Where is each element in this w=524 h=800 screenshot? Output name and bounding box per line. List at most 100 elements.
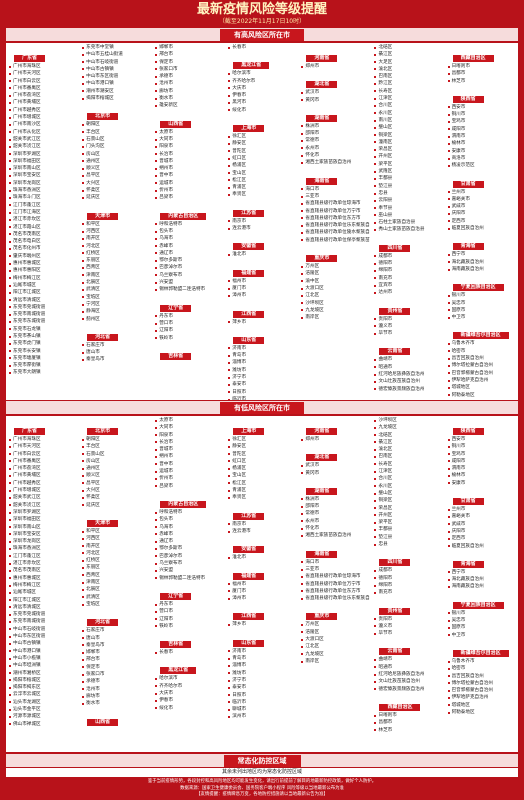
city-entry: 黄冈市 — [300, 97, 370, 104]
province-tag: 青海省 — [452, 243, 484, 251]
city-entry: 林芝市 — [447, 78, 517, 85]
city-entry: 兰州市 — [447, 189, 517, 196]
city-entry: 东莞市石龙镇 — [8, 326, 78, 333]
city-entry: 邢台市 — [81, 656, 151, 663]
city-entry: 昌都市 — [373, 719, 443, 726]
city-entry: 广州市黄埔区 — [8, 99, 78, 106]
city-entry: 南京市 — [227, 218, 297, 225]
city-entry: 广州市白云区 — [8, 78, 78, 85]
city-entry: 巴南区 — [373, 453, 443, 460]
city-entry: 衡水市 — [154, 95, 224, 102]
city-entry: 津南区 — [81, 272, 151, 279]
city-entry: 石柱土家族自治县 — [373, 219, 443, 226]
city-entry: 河西区 — [81, 228, 151, 235]
city-entry: 江门市蓬江区 — [8, 202, 78, 209]
city-entry: 垫江县 — [373, 534, 443, 541]
city-entry: 梅州市梅江区 — [8, 275, 78, 282]
province-tag: 宁夏回族自治区 — [452, 284, 504, 292]
city-entry: 海口市 — [300, 186, 370, 193]
city-entry: 阿勒泰地区 — [447, 392, 517, 399]
city-entry: 秦皇岛市 — [81, 356, 151, 363]
province-tag: 江西省 — [233, 613, 265, 621]
city-entry: 庆阳市 — [447, 210, 517, 217]
city-entry: 韶关市武江区 — [8, 494, 78, 501]
city-entry: 呼和浩特市 — [154, 221, 224, 228]
province-tag: 湖南省 — [306, 487, 338, 495]
city-entry: 三亚市 — [300, 566, 370, 573]
city-entry: 珠海市香洲区 — [8, 187, 78, 194]
column: 陕西省 西安市 铜川市 宝鸡市 咸阳市 渭南市 榆林市 安康市 甘肃省 兰州市 嘉峪关市 武威市 庆阳市… — [445, 416, 518, 752]
city-entry: 广州市黄埔区 — [8, 472, 78, 479]
city-entry: 开州区 — [373, 153, 443, 160]
city-entry: 河源市源城区 — [8, 713, 78, 720]
city-entry: 滨州市 — [227, 713, 297, 720]
city-entry: 清远市清城区 — [8, 297, 78, 304]
province-tag: 山西省 — [160, 120, 192, 128]
city-entry: 咸阳市 — [447, 458, 517, 465]
city-entry: 静安区 — [227, 140, 297, 147]
city-entry: 贵阳市 — [373, 316, 443, 323]
city-entry: 门头沟区 — [81, 143, 151, 150]
province-tag: 山西省 — [87, 718, 119, 726]
city-entry: 广州市海珠区 — [8, 436, 78, 443]
city-entry: 赤峰市 — [154, 243, 224, 250]
city-entry: 茂名市电白区 — [8, 238, 78, 245]
city-entry: 青岛市 — [227, 352, 297, 359]
city-entry: 伊春市 — [154, 697, 224, 704]
province-tag: 江苏省 — [233, 512, 265, 520]
province-tag: 云南省 — [379, 348, 411, 356]
city-entry: 日喀则市 — [447, 63, 517, 70]
city-entry: 深圳市龙岗区 — [8, 538, 78, 545]
city-entry: 昭通市 — [373, 664, 443, 671]
province-tag: 天津市 — [87, 212, 119, 220]
city-entry: 德宏傣族景颇族自治州 — [373, 386, 443, 393]
city-entry: 延庆区 — [81, 194, 151, 201]
city-entry: 固原市 — [447, 624, 517, 631]
city-entry: 巴音郭楞蒙古自治州 — [447, 687, 517, 694]
city-entry: 普陀区 — [227, 148, 297, 155]
footer-line: 【友情提醒：疫情瞬息万变，各地防控措施请以当地最新公告为准】 — [196, 792, 328, 797]
city-entry: 省直辖县级行政单位东方市 — [300, 215, 370, 222]
province-tag: 内蒙古自治区 — [160, 212, 207, 220]
city-entry: 昌平区 — [81, 480, 151, 487]
province-tag: 西藏自治区 — [452, 55, 494, 62]
city-entry: 常德市 — [300, 137, 370, 144]
city-entry: 文山壮族苗族自治州 — [373, 678, 443, 685]
city-entry: 广州市天河区 — [8, 70, 78, 77]
city-entry: 株洲市 — [300, 496, 370, 503]
city-entry: 西宁市 — [447, 251, 517, 258]
column: 沙坪坝区 九龙坡区 北碚区 綦江区 渝北区 巴南区 长寿区 江津区 合川区 永川区 璧山区 铜梁区 荣昌… — [371, 416, 444, 752]
city-entry: 铁岭市 — [154, 623, 224, 630]
city-entry: 中山市古镇镇 — [81, 66, 151, 73]
city-entry: 西青区 — [81, 572, 151, 579]
city-entry: 广州市海珠区 — [8, 63, 78, 70]
city-entry: 潮州市湘桥区 — [8, 670, 78, 677]
city-entry: 省直辖县级行政单位乐东黎族自治县 — [300, 222, 370, 229]
province-tag: 上海市 — [233, 125, 265, 133]
city-entry: 昌吉回族自治州 — [447, 355, 517, 362]
province-tag: 福建省 — [233, 572, 265, 580]
city-entry: 连云港市 — [227, 225, 297, 232]
city-entry: 东莞市长安镇 — [8, 348, 78, 355]
city-entry: 东丽区 — [81, 564, 151, 571]
city-entry: 榆林市 — [447, 140, 517, 147]
city-entry: 中卫市 — [447, 632, 517, 639]
city-entry: 湛江市霞山区 — [8, 224, 78, 231]
city-entry: 通州区 — [81, 465, 151, 472]
city-entry: 忻州市 — [154, 475, 224, 482]
province-tag: 湖南省 — [306, 114, 338, 122]
city-entry: 大兴区 — [81, 180, 151, 187]
province-tag: 北京市 — [87, 428, 119, 435]
city-entry: 中山市坦洲镇 — [8, 662, 78, 669]
city-entry: 通辽市 — [154, 538, 224, 545]
city-entry: 定西市 — [447, 535, 517, 542]
city-entry: 怀柔区 — [81, 494, 151, 501]
city-entry: 丰台区 — [81, 129, 151, 136]
city-entry: 茂名市茂南区 — [8, 231, 78, 238]
city-entry: 湘西土家族苗族自治州 — [300, 159, 370, 166]
province-tag: 内蒙古自治区 — [160, 500, 207, 508]
section-title: 有高风险区所在市 — [220, 28, 304, 41]
city-entry: 广州市越秀区 — [8, 480, 78, 487]
city-entry: 省直辖县级行政单位万宁市 — [300, 208, 370, 215]
